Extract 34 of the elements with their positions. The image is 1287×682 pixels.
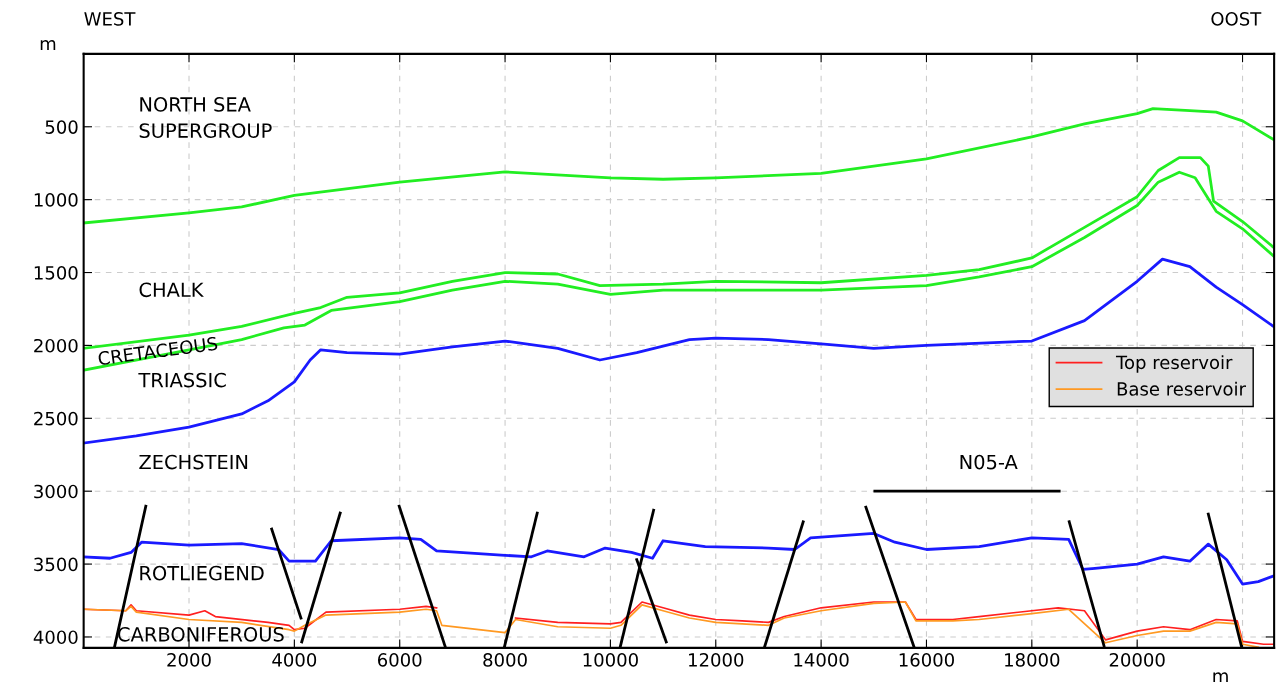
text: OOST xyxy=(1211,12,1262,26)
x-tick-label: 14000 xyxy=(794,653,849,667)
y-tick-label: 2500 xyxy=(34,411,78,426)
x-tick-label: 4000 xyxy=(272,653,317,667)
x-tick-label: 12000 xyxy=(689,653,744,667)
y-tick-label: 4000 xyxy=(33,630,78,645)
annotation: NORTH SEA SUPERGROUP xyxy=(139,97,272,138)
y-tick-label: 1500 xyxy=(34,266,78,280)
text: WEST xyxy=(84,12,136,26)
annotation: CHALK xyxy=(139,282,204,298)
y-tick-label: 2000 xyxy=(34,338,78,353)
annotation: CRETACEOUS xyxy=(97,336,218,366)
annotation: TRIASSIC xyxy=(138,372,226,388)
line-series xyxy=(83,532,1275,586)
x-tick-label: 2000 xyxy=(167,653,211,667)
x-tick-label: 10000 xyxy=(583,653,638,667)
y-tick-label: 3500 xyxy=(34,557,78,572)
annotation: ZECHSTEIN xyxy=(139,454,248,470)
x-tick-label: 16000 xyxy=(899,653,954,667)
x-tick-label: 8000 xyxy=(483,653,527,667)
x-tick-label: 6000 xyxy=(378,653,422,667)
x-tick-label: 20000 xyxy=(1109,653,1165,667)
annotation: N05-A xyxy=(960,454,1018,470)
y-tick-label: 500 xyxy=(45,120,78,134)
y-tick-label: 1000 xyxy=(34,193,78,207)
x-tick-label: 18000 xyxy=(1005,653,1060,667)
line-series xyxy=(83,257,1275,445)
legend-label: Top reservoir xyxy=(1115,355,1233,373)
legend-label: Base reservoir xyxy=(1117,381,1246,396)
x-axis-title: m xyxy=(1213,672,1228,682)
y-tick-label: 3000 xyxy=(34,484,78,499)
annotation: CARBONIFEROUS xyxy=(118,626,284,642)
y-axis-title: m xyxy=(40,40,56,51)
annotation: ROTLIEGEND xyxy=(140,565,264,581)
